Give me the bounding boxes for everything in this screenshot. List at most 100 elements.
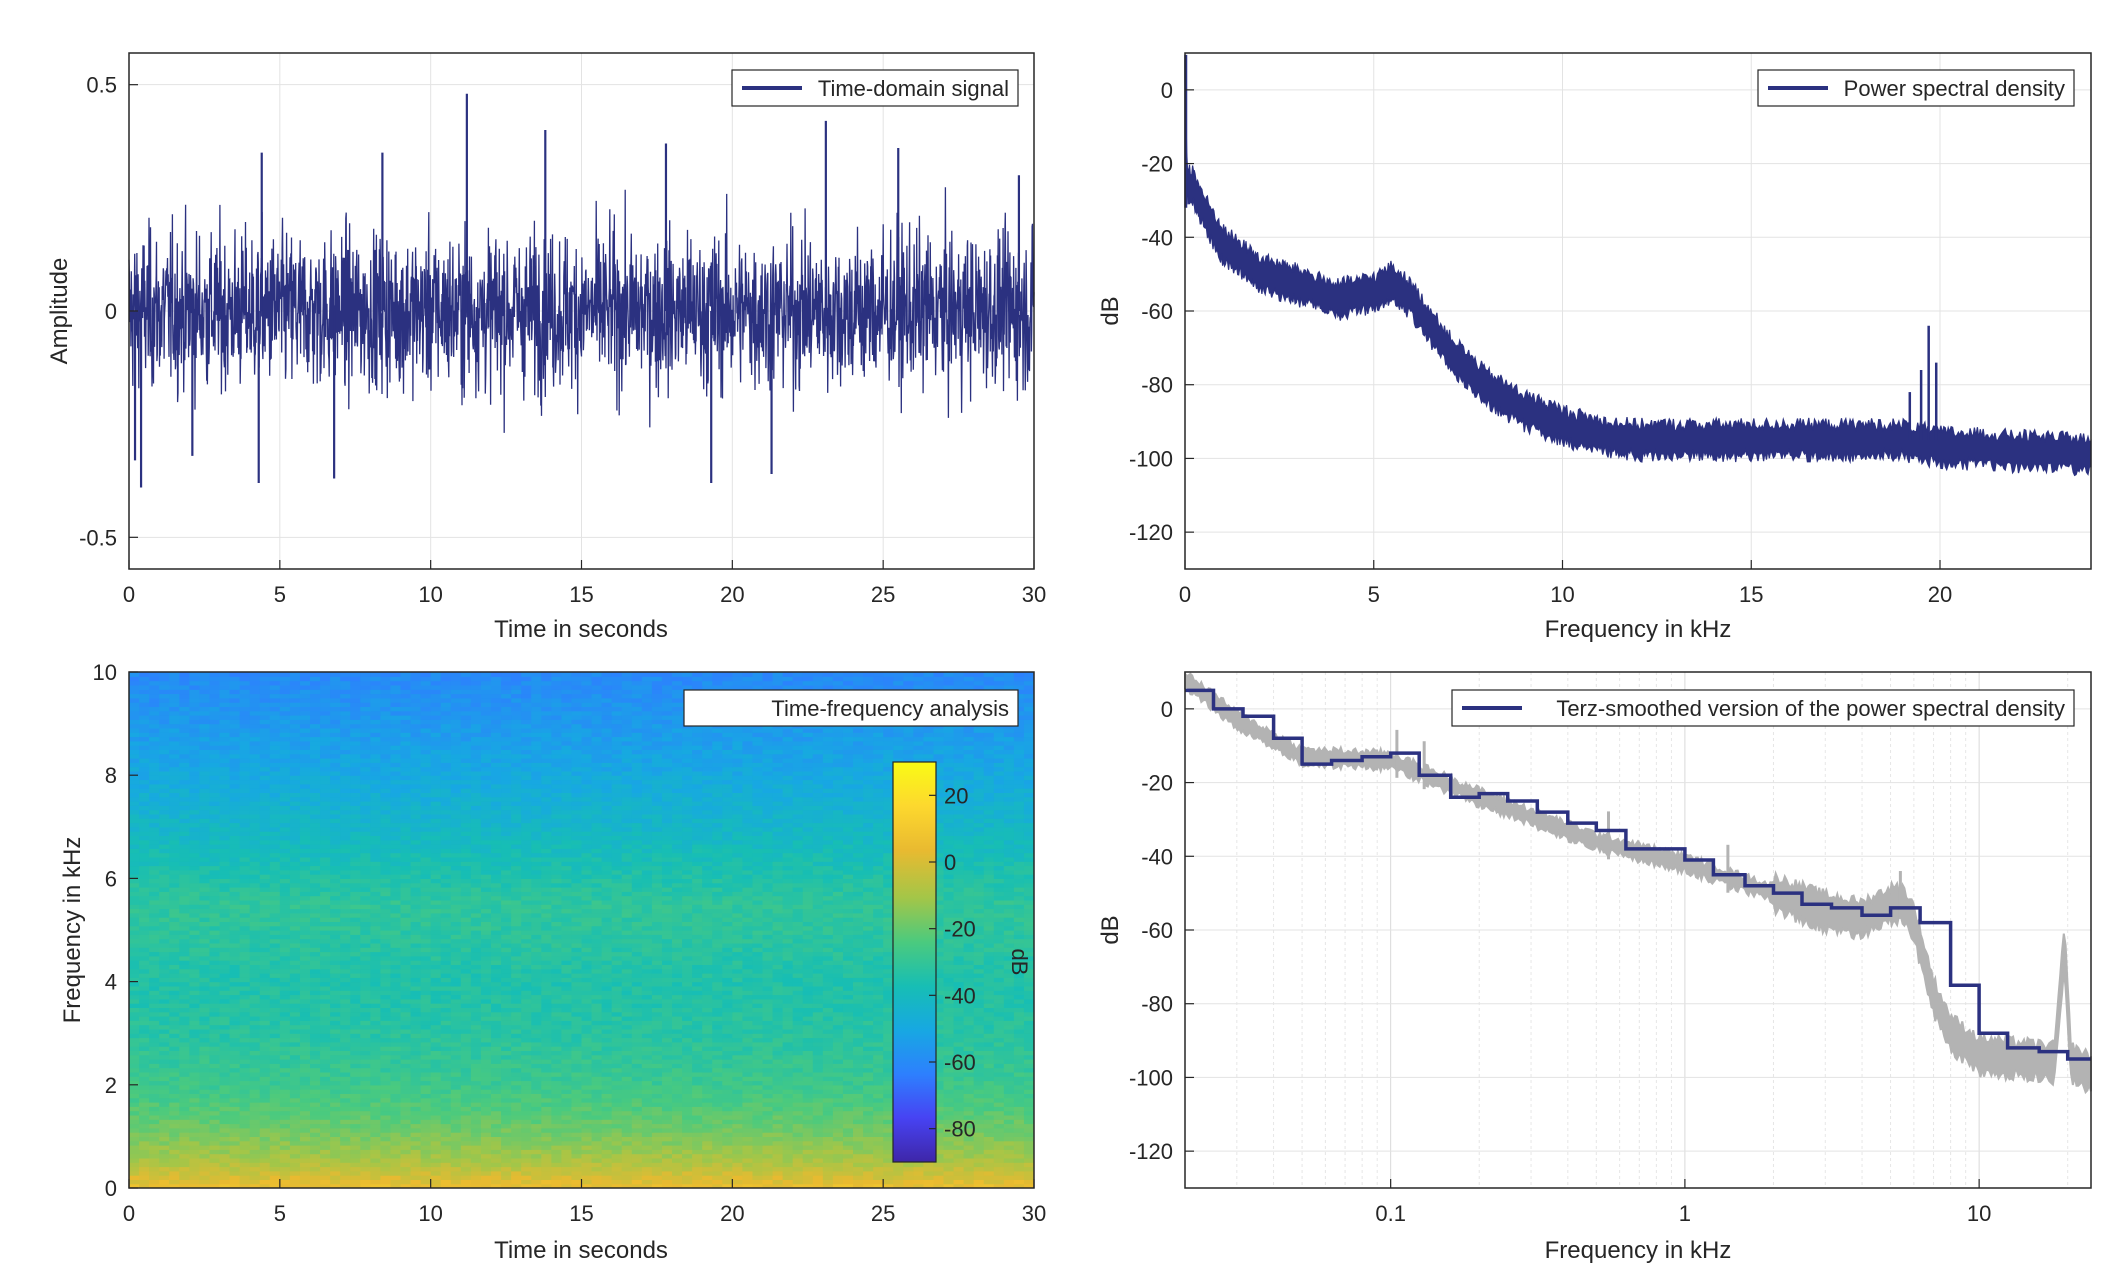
heatmap-cell [350, 964, 361, 970]
heatmap-cell [310, 1054, 321, 1060]
heatmap-cell [400, 1041, 412, 1047]
heatmap-cell [370, 1007, 381, 1013]
heatmap-cell [149, 1097, 160, 1103]
heatmap-cell [229, 1037, 241, 1043]
heatmap-cell [511, 973, 522, 978]
heatmap-cell [219, 1071, 231, 1077]
heatmap-cell [491, 1016, 502, 1021]
heatmap-cell [350, 1127, 361, 1133]
heatmap-cell [209, 1024, 221, 1030]
heatmap-cell [842, 1136, 854, 1142]
heatmap-cell [380, 1016, 392, 1021]
heatmap-cell [842, 1037, 854, 1043]
heatmap-cell [983, 964, 995, 970]
heatmap-cell [511, 1007, 522, 1013]
heatmap-cell [792, 1166, 804, 1172]
heatmap-cell [531, 1084, 542, 1090]
heatmap-cell [641, 1059, 653, 1064]
heatmap-cell [883, 1097, 894, 1103]
heatmap-cell [420, 1076, 432, 1082]
heatmap-cell [792, 1020, 804, 1026]
heatmap-cell [420, 998, 432, 1004]
heatmap-cell [400, 1149, 412, 1155]
heatmap-cell [722, 1136, 733, 1142]
heatmap-cell [129, 1067, 140, 1073]
heatmap-cell [601, 1157, 613, 1163]
heatmap-cell [531, 1170, 542, 1176]
heatmap-cell [782, 1020, 794, 1026]
heatmap-cell [712, 1050, 723, 1056]
heatmap-cell [722, 1140, 733, 1146]
heatmap-cell [802, 1157, 814, 1163]
heatmap-cell [742, 1067, 754, 1073]
heatmap-cell [571, 1114, 583, 1120]
heatmap-cell [430, 1166, 442, 1172]
heatmap-cell [732, 1162, 743, 1168]
heatmap-cell [853, 1106, 864, 1112]
heatmap-cell [792, 1123, 804, 1129]
heatmap-cell [289, 1166, 301, 1172]
heatmap-cell [702, 1097, 713, 1103]
heatmap-cell [863, 981, 874, 987]
heatmap-cell [732, 1071, 743, 1077]
heatmap-cell [541, 1046, 552, 1051]
heatmap-cell [320, 960, 331, 965]
heatmap-cell [621, 1003, 633, 1008]
heatmap-cell [410, 994, 422, 1000]
heatmap-cell [259, 990, 271, 996]
heatmap-cell [199, 1162, 211, 1168]
heatmap-cell [229, 1089, 241, 1094]
heatmap-cell [350, 1132, 361, 1137]
heatmap-cell [470, 1050, 482, 1056]
heatmap-cell [933, 1149, 945, 1155]
heatmap-cell [953, 1179, 965, 1185]
heatmap-cell [853, 1114, 864, 1120]
heatmap-cell [631, 981, 643, 987]
heatmap-cell [732, 1145, 743, 1150]
heatmap-cell [289, 1063, 301, 1069]
heatmap-cell [742, 1050, 754, 1056]
heatmap-cell [682, 1059, 693, 1064]
heatmap-cell [239, 1145, 251, 1150]
heatmap-cell [400, 1011, 412, 1017]
heatmap-cell [1023, 1046, 1034, 1051]
heatmap-cell [169, 1076, 180, 1082]
heatmap-cell [842, 1033, 854, 1039]
heatmap-cell [973, 968, 985, 974]
heatmap-cell [712, 1162, 723, 1168]
heatmap-cell [299, 1166, 311, 1172]
heatmap-cell [430, 1097, 442, 1103]
heatmap-cell [1013, 990, 1025, 996]
heatmap-cell [591, 1110, 603, 1116]
heatmap-cell [641, 1119, 653, 1125]
heatmap-cell [993, 1119, 1005, 1125]
heatmap-cell [360, 1136, 371, 1142]
heatmap-cell [863, 960, 874, 965]
heatmap-cell [360, 960, 371, 965]
heatmap-cell [802, 955, 814, 961]
heatmap-cell [209, 990, 221, 996]
heatmap-cell [299, 1084, 311, 1090]
heatmap-cell [159, 1089, 170, 1094]
heatmap-cell [400, 1037, 412, 1043]
heatmap-cell [923, 1162, 935, 1168]
heatmap-cell [581, 1132, 593, 1137]
heatmap-cell [259, 1011, 271, 1017]
heatmap-cell [651, 1067, 663, 1073]
heatmap-cell [792, 1028, 804, 1034]
heatmap-cell [782, 981, 794, 987]
heatmap-cell [139, 1007, 150, 1013]
heatmap-cell [742, 1041, 754, 1047]
heatmap-cell [983, 1024, 995, 1030]
heatmap-cell [832, 1003, 844, 1008]
heatmap-cell [702, 1114, 713, 1120]
heatmap-cell [299, 990, 311, 996]
heatmap-cell [651, 1162, 663, 1168]
heatmap-cell [1013, 1028, 1025, 1034]
heatmap-cell [350, 1093, 361, 1099]
heatmap-cell [380, 1153, 392, 1159]
heatmap-cell [541, 1114, 552, 1120]
heatmap-cell [591, 1157, 603, 1163]
heatmap-cell [460, 1093, 472, 1099]
heatmap-cell [149, 1136, 160, 1142]
